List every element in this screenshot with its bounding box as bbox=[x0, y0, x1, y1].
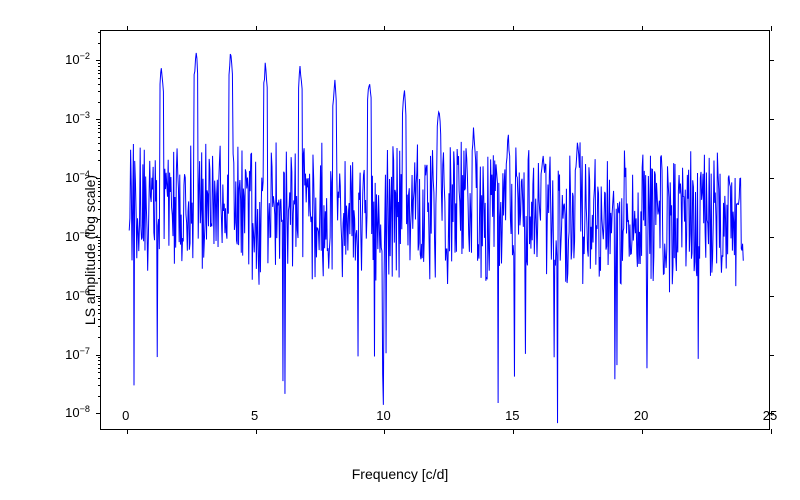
y-minor-tick bbox=[98, 305, 101, 306]
x-tick bbox=[771, 26, 772, 31]
x-tick bbox=[513, 429, 514, 434]
y-minor-tick bbox=[98, 301, 101, 302]
x-tick bbox=[642, 429, 643, 434]
y-minor-tick bbox=[98, 364, 101, 365]
y-minor-tick bbox=[98, 246, 101, 247]
y-tick-label: 10−2 bbox=[65, 51, 90, 67]
y-minor-tick bbox=[98, 150, 101, 151]
y-tick-label: 10−5 bbox=[65, 228, 90, 244]
x-tick-label: 0 bbox=[122, 408, 129, 423]
y-tick bbox=[769, 296, 774, 297]
y-minor-tick bbox=[98, 66, 101, 67]
y-minor-tick bbox=[98, 209, 101, 210]
y-minor-tick bbox=[98, 219, 101, 220]
y-minor-tick bbox=[98, 63, 101, 64]
y-minor-tick bbox=[98, 372, 101, 373]
y-tick bbox=[769, 119, 774, 120]
y-minor-tick bbox=[98, 337, 101, 338]
y-minor-tick bbox=[98, 368, 101, 369]
x-tick bbox=[256, 429, 257, 434]
x-tick bbox=[384, 26, 385, 31]
y-minor-tick bbox=[98, 313, 101, 314]
y-minor-tick bbox=[98, 378, 101, 379]
y-tick bbox=[769, 355, 774, 356]
y-minor-tick bbox=[98, 132, 101, 133]
y-tick-label: 10−8 bbox=[65, 404, 90, 420]
plot-frame bbox=[100, 30, 770, 430]
y-tick-label: 10−7 bbox=[65, 345, 90, 361]
y-minor-tick bbox=[98, 319, 101, 320]
y-minor-tick bbox=[98, 357, 101, 358]
x-tick-label: 15 bbox=[505, 408, 519, 423]
x-tick bbox=[642, 26, 643, 31]
x-tick bbox=[127, 26, 128, 31]
y-minor-tick bbox=[98, 396, 101, 397]
y-tick-label: 10−6 bbox=[65, 287, 90, 303]
y-minor-tick bbox=[98, 32, 101, 33]
plot-area bbox=[101, 31, 769, 429]
x-tick bbox=[384, 429, 385, 434]
y-minor-tick bbox=[98, 91, 101, 92]
x-tick-label: 10 bbox=[376, 408, 390, 423]
y-minor-tick bbox=[98, 184, 101, 185]
y-minor-tick bbox=[98, 160, 101, 161]
y-minor-tick bbox=[98, 255, 101, 256]
y-minor-tick bbox=[98, 191, 101, 192]
x-tick bbox=[256, 26, 257, 31]
y-minor-tick bbox=[98, 385, 101, 386]
x-tick bbox=[513, 26, 514, 31]
y-minor-tick bbox=[98, 84, 101, 85]
x-tick bbox=[771, 429, 772, 434]
x-tick bbox=[127, 429, 128, 434]
y-minor-tick bbox=[98, 78, 101, 79]
y-minor-tick bbox=[98, 250, 101, 251]
y-minor-tick bbox=[98, 260, 101, 261]
y-minor-tick bbox=[98, 326, 101, 327]
y-tick-label: 10−4 bbox=[65, 169, 90, 185]
y-minor-tick bbox=[98, 137, 101, 138]
y-tick bbox=[96, 60, 101, 61]
y-tick bbox=[769, 60, 774, 61]
y-minor-tick bbox=[98, 43, 101, 44]
x-tick-label: 5 bbox=[251, 408, 258, 423]
y-minor-tick bbox=[98, 201, 101, 202]
y-minor-tick bbox=[98, 298, 101, 299]
x-axis-label: Frequency [c/d] bbox=[352, 466, 449, 482]
y-minor-tick bbox=[98, 309, 101, 310]
y-minor-tick bbox=[98, 187, 101, 188]
y-minor-tick bbox=[98, 122, 101, 123]
y-minor-tick bbox=[98, 268, 101, 269]
y-minor-tick bbox=[98, 102, 101, 103]
y-tick bbox=[96, 119, 101, 120]
y-tick-label: 10−3 bbox=[65, 110, 90, 126]
y-tick bbox=[96, 413, 101, 414]
y-minor-tick bbox=[98, 196, 101, 197]
y-minor-tick bbox=[98, 125, 101, 126]
y-minor-tick bbox=[98, 128, 101, 129]
y-minor-tick bbox=[98, 240, 101, 241]
y-tick bbox=[96, 355, 101, 356]
y-minor-tick bbox=[98, 278, 101, 279]
y-tick bbox=[769, 237, 774, 238]
spectrum-line bbox=[101, 31, 769, 429]
y-minor-tick bbox=[98, 73, 101, 74]
y-tick bbox=[769, 178, 774, 179]
x-tick-label: 25 bbox=[763, 408, 777, 423]
y-minor-tick bbox=[98, 360, 101, 361]
y-minor-tick bbox=[98, 181, 101, 182]
y-minor-tick bbox=[98, 243, 101, 244]
y-minor-tick bbox=[98, 70, 101, 71]
y-minor-tick bbox=[98, 143, 101, 144]
x-tick-label: 20 bbox=[634, 408, 648, 423]
